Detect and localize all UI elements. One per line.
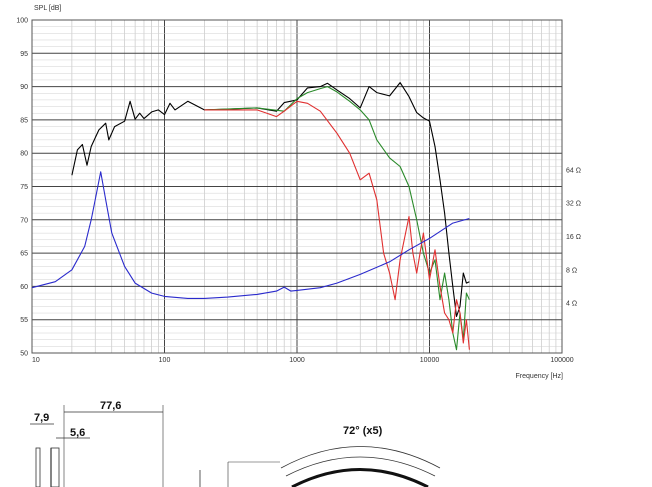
y-tick-label: 100 — [16, 18, 28, 25]
x-tick-label: 10000 — [420, 357, 440, 364]
y-tick-label: 75 — [20, 184, 28, 191]
series-line-1 — [71, 82, 470, 317]
right-axis-label: 8 Ω — [566, 267, 577, 274]
chart-grid — [31, 19, 563, 354]
dim-label-5-6: 5,6 — [70, 427, 85, 439]
x-tick-label: 100 — [159, 357, 171, 364]
ring-arc-mid — [285, 456, 436, 477]
angle-label: 72° (x5) — [343, 425, 383, 437]
chart-series — [31, 82, 470, 351]
right-axis-label: 64 Ω — [566, 167, 581, 174]
x-tick-label: 10 — [32, 357, 40, 364]
x-tick-label: 1000 — [289, 357, 305, 364]
plot-frame — [31, 19, 563, 354]
x-axis-title: Frequency [Hz] — [516, 373, 564, 380]
right-axis-label: 4 Ω — [566, 301, 577, 308]
y-tick-label: 70 — [20, 217, 28, 224]
y-tick-label: 60 — [20, 284, 28, 291]
dim-label-77-6: 77,6 — [100, 400, 121, 412]
ring-arc-inner — [291, 468, 429, 487]
y-tick-labels: 50 55 60 65 70 75 80 85 90 95 100 — [16, 18, 28, 358]
series-line-3 — [204, 100, 470, 350]
y-tick-label: 85 — [20, 117, 28, 124]
x-tick-labels: 10 100 1000 10000 100000 — [32, 357, 574, 364]
part-profile-a — [35, 447, 41, 487]
y-tick-label: 80 — [20, 151, 28, 158]
right-axis-label: 16 Ω — [566, 234, 581, 241]
y-axis-title: SPL [dB] — [34, 5, 61, 12]
right-axis-label: 32 Ω — [566, 201, 581, 208]
part-profile-b — [50, 447, 60, 487]
series-line-4 — [31, 171, 470, 299]
mechanical-drawing: 77,6 7,9 5,6 72° (x5) — [30, 400, 441, 487]
ring-arc-outer — [280, 446, 441, 469]
x-tick-label: 100000 — [550, 357, 573, 364]
series-line-2 — [204, 86, 470, 351]
right-axis-labels: 4 Ω 8 Ω 16 Ω 32 Ω 64 Ω — [566, 167, 581, 307]
y-tick-label: 65 — [20, 251, 28, 258]
y-tick-label: 95 — [20, 51, 28, 58]
y-tick-label: 55 — [20, 317, 28, 324]
y-tick-label: 50 — [20, 351, 28, 358]
y-tick-label: 90 — [20, 84, 28, 91]
dim-label-7-9: 7,9 — [34, 412, 49, 424]
